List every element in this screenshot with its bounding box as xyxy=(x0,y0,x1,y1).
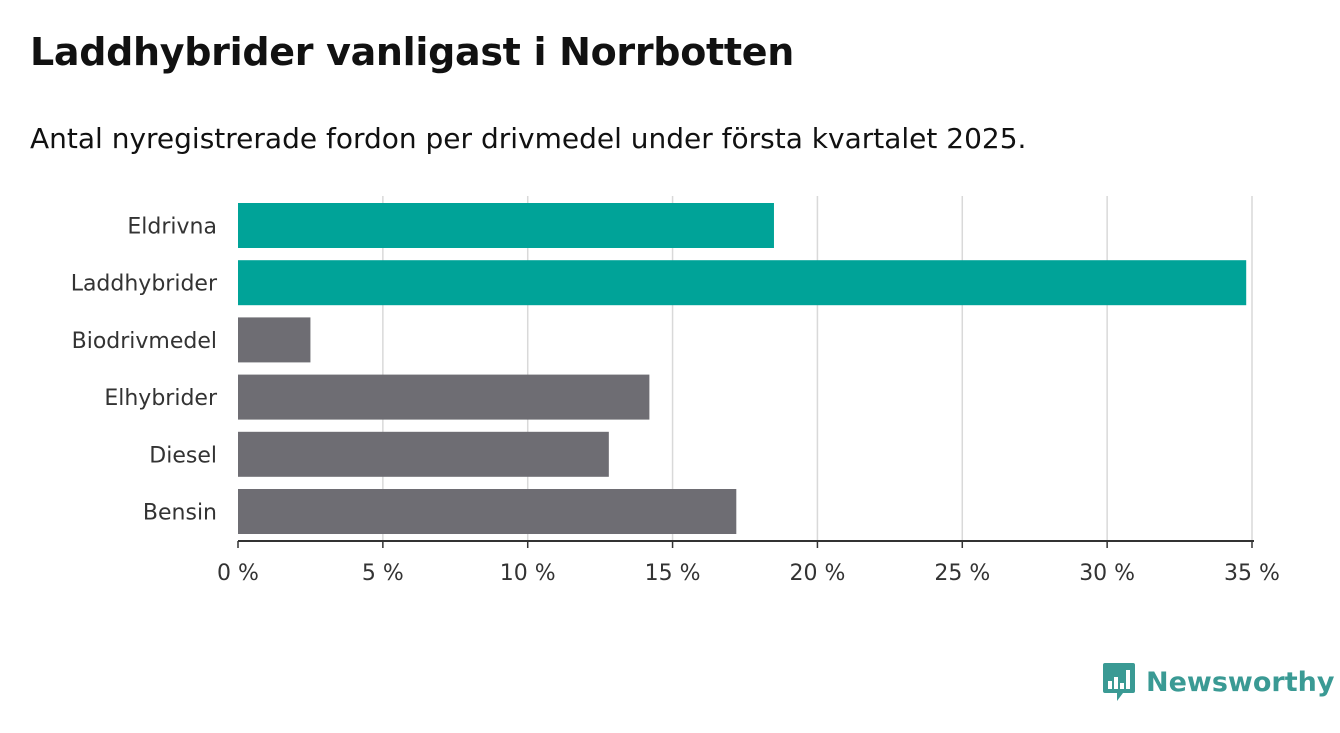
x-tick-label: 0 % xyxy=(217,561,259,586)
bar xyxy=(238,260,1247,306)
category-labels: Eldrivna Laddhybrider Biodrivmedel Elhybrid… xyxy=(71,215,218,526)
x-tick-label: 15 % xyxy=(645,561,701,586)
category-label: Eldrivna xyxy=(127,215,217,240)
category-label: Biodrivmedel xyxy=(72,329,217,354)
gridlines xyxy=(382,196,1253,541)
bar xyxy=(238,374,650,420)
x-axis: 0 % 5 % 10 % 15 % 20 % 25 % 30 % 35 % xyxy=(217,540,1280,586)
x-tick-label: 30 % xyxy=(1079,561,1135,586)
bar xyxy=(238,317,311,363)
bars xyxy=(238,203,1247,534)
x-tick-label: 25 % xyxy=(934,561,990,586)
x-tick-label: 10 % xyxy=(500,561,556,586)
category-label: Elhybrider xyxy=(104,386,218,411)
newsworthy-logo: Newsworthy xyxy=(1102,661,1334,703)
x-tick-label: 5 % xyxy=(362,561,404,586)
bar xyxy=(238,203,774,248)
brand-name: Newsworthy xyxy=(1146,666,1335,698)
category-label: Bensin xyxy=(143,501,217,526)
x-tick-label: 20 % xyxy=(789,561,845,586)
chart-subtitle: Antal nyregistrerade fordon per drivmede… xyxy=(30,122,1027,155)
chart-title: Laddhybrider vanligast i Norrbotten xyxy=(30,30,794,74)
bar-chart-speech-bubble-icon xyxy=(1103,663,1135,701)
bar xyxy=(238,489,737,534)
bar xyxy=(238,431,609,477)
category-label: Diesel xyxy=(149,443,217,468)
category-label: Laddhybrider xyxy=(71,272,218,297)
x-tick-label: 35 % xyxy=(1224,561,1280,586)
